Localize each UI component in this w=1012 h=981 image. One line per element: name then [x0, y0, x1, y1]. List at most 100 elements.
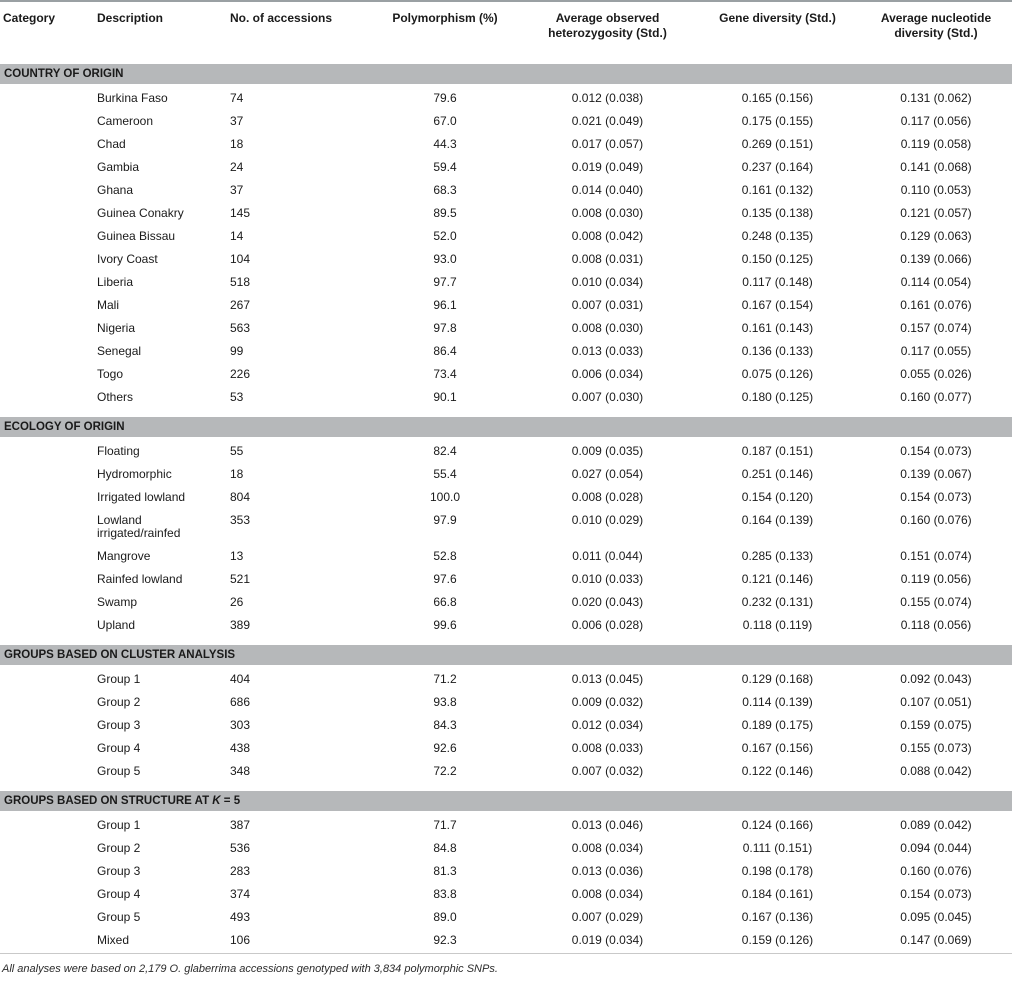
table-body: COUNTRY OF ORIGIN Burkina Faso 74 79.6 0.012… — [0, 56, 1012, 952]
cell-accessions: 518 — [230, 275, 251, 289]
cell-gene-diversity: 0.248 (0.135) — [741, 229, 814, 243]
cell-gene-diversity: 0.251 (0.146) — [741, 467, 814, 481]
cell-polymorphism: 92.6 — [433, 741, 457, 755]
cell-description: Mangrove — [97, 549, 151, 563]
cell-gene-diversity: 0.237 (0.164) — [741, 160, 814, 174]
cell-gene-diversity: 0.161 (0.132) — [741, 183, 814, 197]
cell-description: Ivory Coast — [97, 252, 158, 266]
cell-observed-heterozygosity: 0.008 (0.034) — [571, 841, 644, 855]
cell-description: Burkina Faso — [97, 91, 168, 105]
cell-gene-diversity: 0.189 (0.175) — [741, 718, 814, 732]
cell-category — [0, 363, 95, 386]
table-row: Irrigated lowland 804 100.0 0.008 (0.028) 0.… — [0, 486, 1012, 509]
cell-description: Upland — [97, 618, 136, 632]
cell-polymorphism: 97.9 — [433, 513, 457, 527]
cell-polymorphism: 73.4 — [433, 367, 457, 381]
cell-accessions: 404 — [230, 672, 251, 686]
cell-observed-heterozygosity: 0.007 (0.031) — [571, 298, 644, 312]
cell-observed-heterozygosity: 0.013 (0.045) — [571, 672, 644, 686]
cell-polymorphism: 72.2 — [433, 764, 457, 778]
table-row: Mixed 106 92.3 0.019 (0.034) 0.159 (0.126) 0.… — [0, 929, 1012, 952]
cell-nucleotide-diversity: 0.160 (0.076) — [900, 513, 972, 527]
cell-observed-heterozygosity: 0.008 (0.034) — [571, 887, 644, 901]
cell-category — [0, 906, 95, 929]
cell-observed-heterozygosity: 0.012 (0.034) — [571, 718, 644, 732]
cell-accessions: 389 — [230, 618, 251, 632]
cell-polymorphism: 86.4 — [433, 344, 457, 358]
cell-gene-diversity: 0.269 (0.151) — [741, 137, 814, 151]
cell-accessions: 348 — [230, 764, 251, 778]
cell-accessions: 536 — [230, 841, 251, 855]
section-header-row: GROUPS BASED ON STRUCTURE AT K = 5 — [0, 783, 1012, 814]
cell-gene-diversity: 0.232 (0.131) — [741, 595, 814, 609]
cell-gene-diversity: 0.114 (0.139) — [742, 695, 813, 709]
cell-nucleotide-diversity: 0.089 (0.042) — [900, 818, 972, 832]
cell-nucleotide-diversity: 0.160 (0.077) — [900, 390, 972, 404]
cell-description: Liberia — [97, 275, 134, 289]
cell-polymorphism: 71.2 — [433, 672, 457, 686]
cell-category — [0, 837, 95, 860]
table-row: Guinea Bissau 14 52.0 0.008 (0.042) 0.248 (0… — [0, 225, 1012, 248]
cell-description: Togo — [97, 367, 124, 381]
cell-category — [0, 486, 95, 509]
cell-polymorphism: 59.4 — [433, 160, 457, 174]
cell-polymorphism: 71.7 — [433, 818, 457, 832]
cell-observed-heterozygosity: 0.010 (0.029) — [571, 513, 644, 527]
cell-gene-diversity: 0.167 (0.156) — [741, 741, 814, 755]
cell-observed-heterozygosity: 0.021 (0.049) — [571, 114, 644, 128]
cell-polymorphism: 82.4 — [433, 444, 457, 458]
cell-category — [0, 714, 95, 737]
cell-gene-diversity: 0.121 (0.146) — [741, 572, 814, 586]
cell-accessions: 14 — [230, 229, 244, 243]
cell-polymorphism: 83.8 — [433, 887, 457, 901]
table-row: Cameroon 37 67.0 0.021 (0.049) 0.175 (0.155)… — [0, 110, 1012, 133]
cell-gene-diversity: 0.164 (0.139) — [741, 513, 814, 527]
table-row: Mangrove 13 52.8 0.011 (0.044) 0.285 (0.133)… — [0, 545, 1012, 568]
cell-description: Nigeria — [97, 321, 136, 335]
cell-accessions: 53 — [230, 390, 244, 404]
cell-polymorphism: 93.0 — [433, 252, 457, 266]
cell-observed-heterozygosity: 0.006 (0.034) — [571, 367, 644, 381]
cell-description: Irrigated lowland — [97, 490, 186, 504]
section-header-row: COUNTRY OF ORIGIN — [0, 56, 1012, 87]
cell-gene-diversity: 0.122 (0.146) — [741, 764, 814, 778]
cell-accessions: 24 — [230, 160, 244, 174]
cell-nucleotide-diversity: 0.160 (0.076) — [900, 864, 972, 878]
cell-description: Group 2 — [97, 841, 141, 855]
cell-observed-heterozygosity: 0.008 (0.030) — [571, 206, 644, 220]
cell-polymorphism: 96.1 — [433, 298, 457, 312]
table-row: Group 3 303 84.3 0.012 (0.034) 0.189 (0.175)… — [0, 714, 1012, 737]
cell-category — [0, 883, 95, 906]
cell-accessions: 374 — [230, 887, 251, 901]
cell-category — [0, 760, 95, 787]
cell-accessions: 18 — [230, 467, 244, 481]
cell-nucleotide-diversity: 0.151 (0.074) — [900, 549, 972, 563]
cell-polymorphism: 81.3 — [433, 864, 457, 878]
cell-category — [0, 591, 95, 614]
cell-accessions: 521 — [230, 572, 251, 586]
cell-category — [0, 813, 95, 838]
cell-accessions: 104 — [230, 252, 251, 266]
cell-nucleotide-diversity: 0.154 (0.073) — [900, 444, 972, 458]
cell-observed-heterozygosity: 0.014 (0.040) — [571, 183, 644, 197]
cell-nucleotide-diversity: 0.117 (0.055) — [900, 344, 972, 358]
cell-nucleotide-diversity: 0.155 (0.073) — [900, 741, 972, 755]
diversity-table: Category Description No. of accessions Poly… — [0, 0, 1012, 952]
cell-description: Hydromorphic — [97, 467, 172, 481]
cell-polymorphism: 84.3 — [433, 718, 457, 732]
table-row: Senegal 99 86.4 0.013 (0.033) 0.136 (0.133) 0… — [0, 340, 1012, 363]
table-row: Swamp 26 66.8 0.020 (0.043) 0.232 (0.131) 0.1… — [0, 591, 1012, 614]
cell-observed-heterozygosity: 0.013 (0.036) — [571, 864, 644, 878]
table-row: Group 1 404 71.2 0.013 (0.045) 0.129 (0.168)… — [0, 667, 1012, 692]
cell-observed-heterozygosity: 0.019 (0.049) — [571, 160, 644, 174]
cell-gene-diversity: 0.118 (0.119) — [742, 618, 813, 632]
cell-nucleotide-diversity: 0.129 (0.063) — [900, 229, 972, 243]
cell-category — [0, 545, 95, 568]
cell-observed-heterozygosity: 0.007 (0.032) — [571, 764, 644, 778]
cell-gene-diversity: 0.075 (0.126) — [741, 367, 814, 381]
table-row: Nigeria 563 97.8 0.008 (0.030) 0.161 (0.143)… — [0, 317, 1012, 340]
column-header-1: Category — [3, 11, 56, 25]
header-row: Category Description No. of accessions Poly… — [0, 1, 1012, 60]
cell-category — [0, 271, 95, 294]
table-row: Group 2 536 84.8 0.008 (0.034) 0.111 (0.151)… — [0, 837, 1012, 860]
